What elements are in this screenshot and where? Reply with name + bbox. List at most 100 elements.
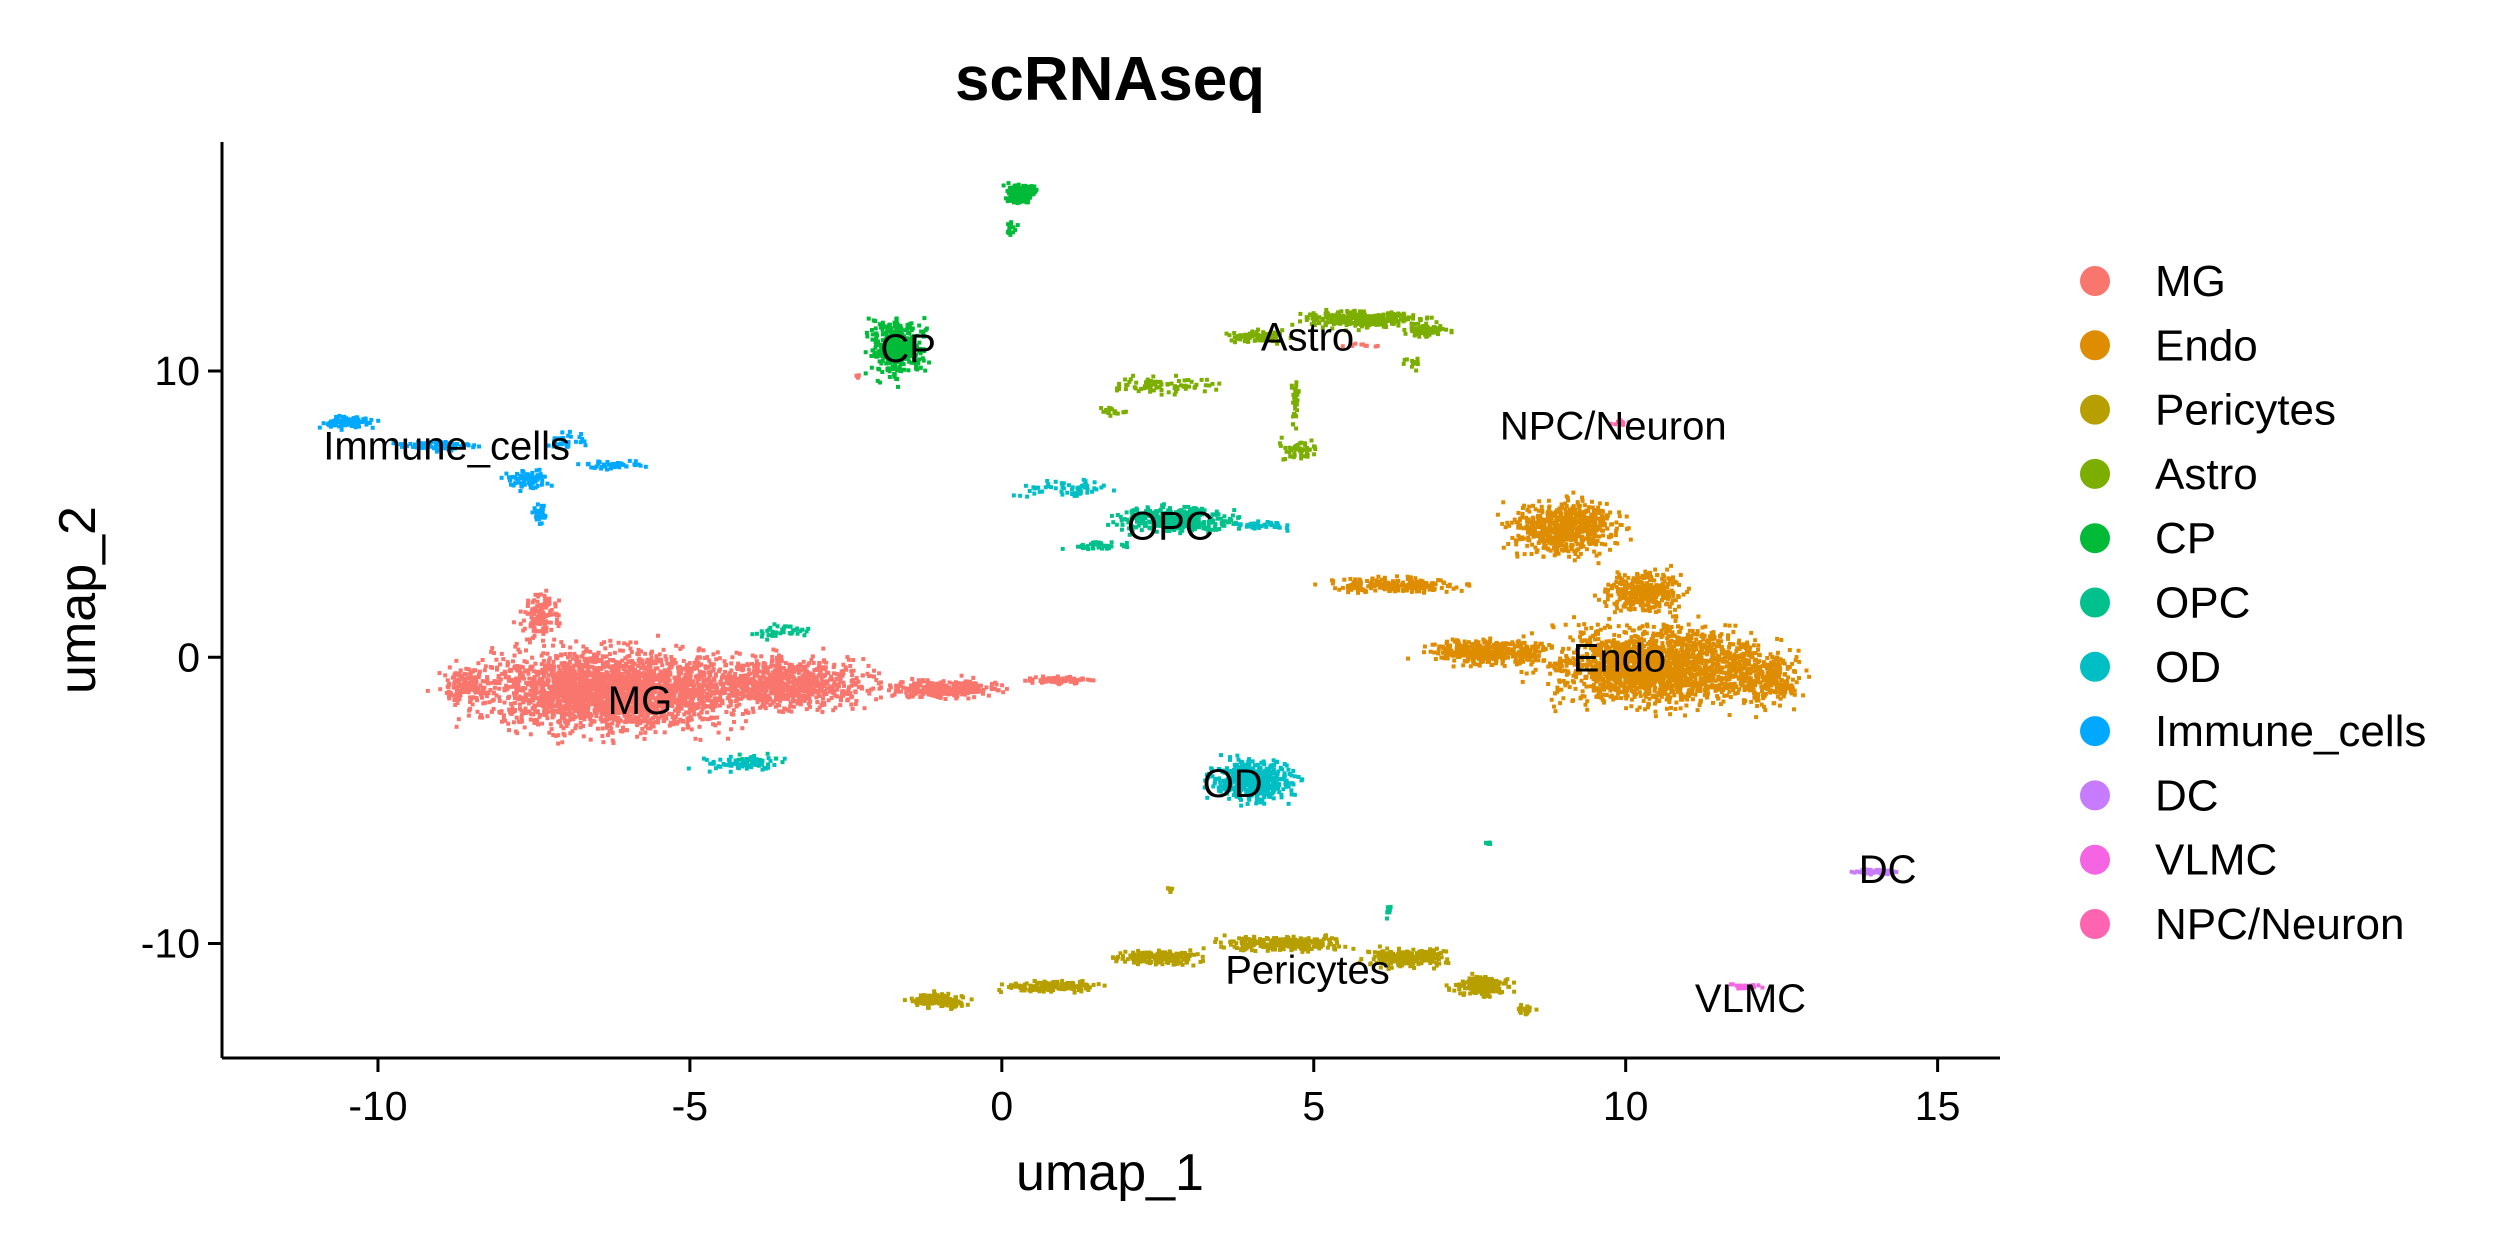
point <box>497 699 502 703</box>
point <box>1775 636 1780 641</box>
point <box>623 712 628 717</box>
point <box>651 676 656 681</box>
point <box>1705 652 1709 657</box>
point <box>726 673 731 678</box>
point <box>622 682 627 687</box>
point <box>573 681 578 686</box>
point <box>846 657 851 662</box>
point <box>581 691 586 696</box>
point <box>494 657 499 662</box>
point <box>566 655 570 660</box>
point <box>839 692 844 697</box>
point <box>741 689 746 694</box>
point <box>727 693 732 697</box>
point <box>641 696 646 700</box>
point <box>1604 646 1609 651</box>
point <box>825 681 830 686</box>
point <box>626 664 631 669</box>
point <box>925 678 930 683</box>
point <box>547 620 552 625</box>
point <box>513 696 517 701</box>
point <box>1363 343 1368 348</box>
point <box>658 669 663 674</box>
point <box>773 680 778 685</box>
point <box>770 654 775 659</box>
point <box>1656 609 1661 614</box>
point <box>537 610 541 615</box>
point <box>581 644 586 649</box>
chart-title: scRNAseq <box>955 45 1265 114</box>
point <box>779 655 784 659</box>
point <box>731 693 736 698</box>
point <box>1576 645 1581 650</box>
point <box>718 692 723 696</box>
point <box>716 730 721 735</box>
point <box>775 672 780 676</box>
point <box>979 683 983 688</box>
point <box>807 690 812 695</box>
point <box>509 712 514 716</box>
point <box>1723 623 1728 628</box>
point <box>535 709 540 714</box>
point <box>718 689 723 694</box>
point <box>543 665 547 670</box>
point <box>670 712 675 716</box>
point <box>470 702 475 707</box>
point <box>701 677 706 682</box>
point <box>697 682 702 687</box>
point <box>592 687 597 692</box>
point <box>693 736 698 741</box>
point <box>926 692 931 697</box>
point <box>616 711 621 716</box>
point <box>838 676 843 681</box>
point <box>681 688 686 693</box>
point <box>590 719 595 723</box>
point <box>518 621 523 626</box>
point <box>678 646 683 651</box>
point <box>701 648 706 653</box>
point <box>480 679 485 684</box>
point <box>551 659 556 664</box>
point <box>796 680 801 685</box>
point <box>679 705 684 710</box>
point <box>582 693 587 698</box>
point <box>1000 683 1005 688</box>
point <box>578 698 583 703</box>
point <box>711 722 716 727</box>
point <box>571 717 576 722</box>
point <box>1647 696 1652 701</box>
point <box>502 700 507 705</box>
point <box>904 690 909 695</box>
point <box>476 675 481 680</box>
point <box>561 663 565 668</box>
point <box>1619 696 1623 701</box>
point <box>953 687 958 692</box>
point <box>708 662 713 667</box>
point <box>552 637 557 642</box>
point <box>531 698 536 703</box>
point <box>569 675 574 680</box>
point <box>989 687 994 692</box>
point <box>691 679 696 684</box>
point <box>546 673 551 678</box>
point <box>1734 649 1739 653</box>
point <box>681 702 686 707</box>
point <box>568 685 573 690</box>
point <box>529 621 534 625</box>
point <box>628 714 633 719</box>
point <box>1705 648 1709 653</box>
point <box>716 697 721 702</box>
point <box>1743 646 1748 651</box>
point <box>505 687 510 692</box>
point <box>672 689 677 694</box>
point <box>692 690 697 695</box>
point <box>661 692 665 697</box>
point <box>685 701 690 706</box>
point <box>567 704 572 709</box>
point <box>662 715 667 720</box>
point <box>616 669 621 674</box>
point <box>696 660 701 665</box>
point <box>554 674 559 679</box>
point <box>744 687 749 691</box>
point <box>804 669 809 674</box>
